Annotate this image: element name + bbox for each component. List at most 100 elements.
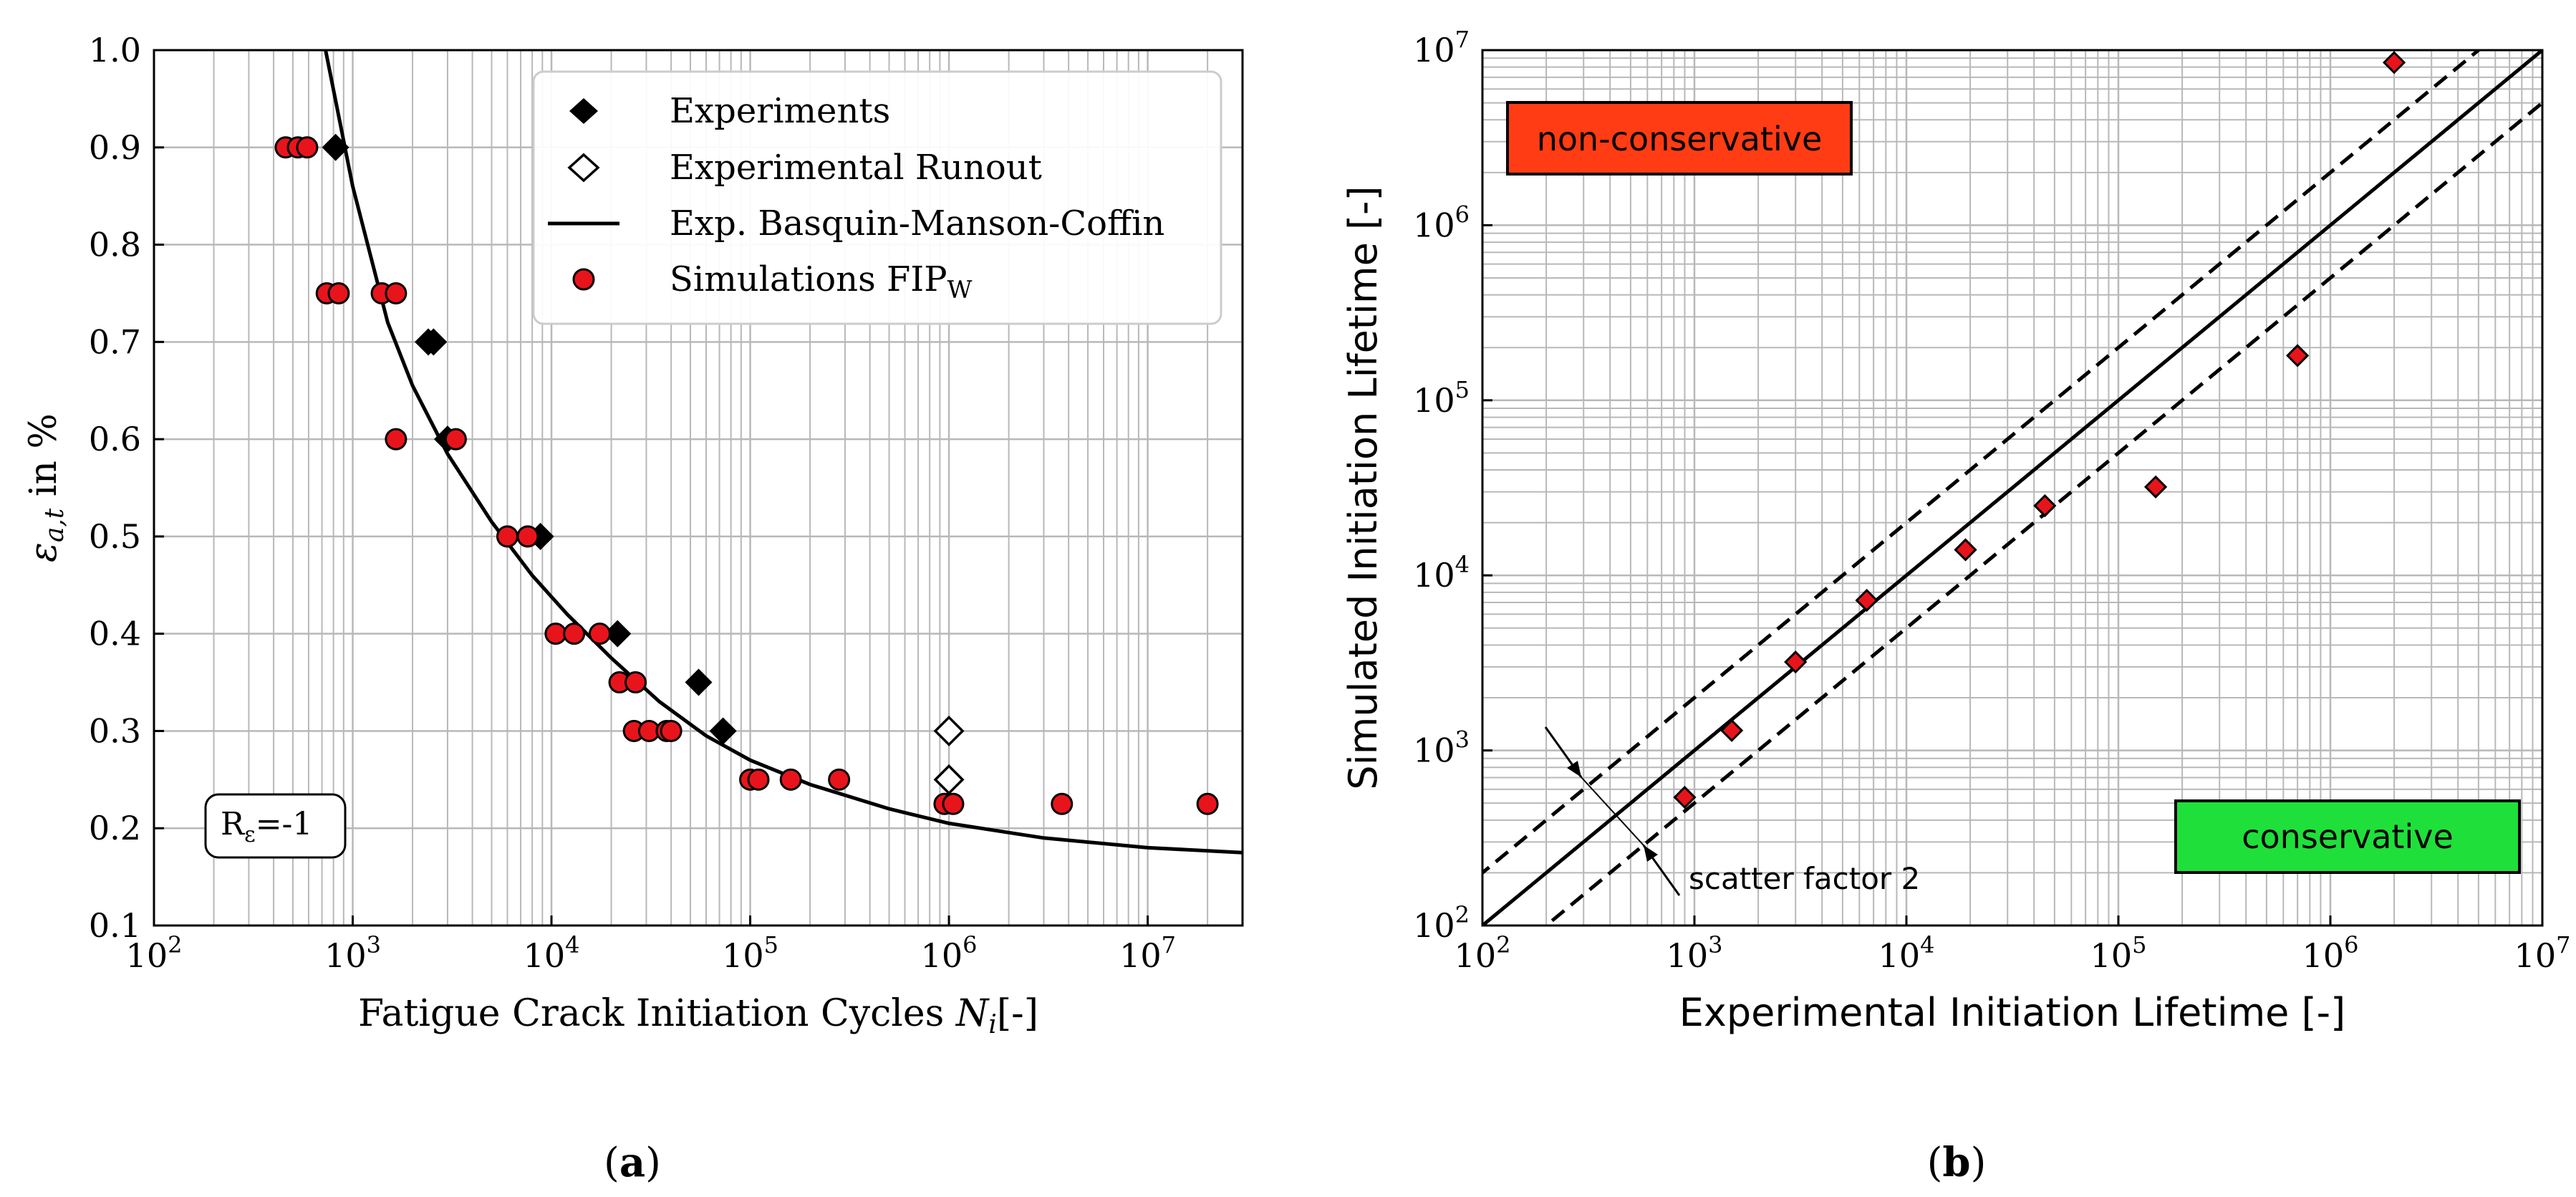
reference-line bbox=[1482, 50, 2481, 875]
y-tick-label: 0.1 bbox=[89, 906, 141, 945]
simulation-point bbox=[828, 768, 851, 791]
x-tick-label: 107 bbox=[2514, 931, 2571, 975]
lifetime-point bbox=[2382, 51, 2406, 74]
simulation-point bbox=[385, 282, 407, 304]
chart-a-frame bbox=[153, 49, 1244, 927]
r-annotation-box bbox=[204, 793, 347, 859]
simulation-point bbox=[1196, 792, 1219, 815]
chart-a-r-annotation: Rε=-1 bbox=[204, 793, 347, 859]
lifetime-point bbox=[2286, 344, 2310, 367]
simulation-point bbox=[1051, 792, 1074, 815]
chart-a-y-ticks: 0.1 0.2 0.3 0.4 0.5 0.6 0.7 0.8 0.9 1.0 bbox=[89, 31, 164, 945]
experiment-point bbox=[322, 133, 349, 161]
x-tick-label: 104 bbox=[1878, 931, 1935, 975]
lifetime-point bbox=[1719, 718, 1744, 742]
legend-marker-experiments bbox=[569, 98, 598, 124]
runout-point bbox=[933, 715, 965, 746]
simulation-point bbox=[779, 768, 802, 791]
y-tick-label: 104 bbox=[1413, 551, 1470, 595]
simulation-point bbox=[588, 622, 611, 645]
y-tick-label: 0.2 bbox=[89, 809, 141, 847]
scatter-arrow-upper-head bbox=[1567, 761, 1581, 777]
y-tick-label: 0.4 bbox=[89, 615, 141, 653]
lifetime-point bbox=[1784, 650, 1808, 674]
lifetime-point bbox=[2033, 494, 2057, 518]
x-tick-label: 103 bbox=[324, 931, 381, 975]
experiment-point bbox=[685, 668, 713, 696]
x-tick-label: 105 bbox=[2090, 931, 2147, 975]
simulation-point bbox=[385, 428, 407, 451]
x-tick-label: 107 bbox=[1119, 931, 1176, 975]
r-annotation-text: Rε=-1 bbox=[221, 806, 312, 847]
simulation-point bbox=[660, 719, 682, 742]
chart-a-x-label: Fatigue Crack Initiation Cycles Ni[-] bbox=[358, 992, 1038, 1039]
x-tick-label: 104 bbox=[524, 931, 580, 975]
chart-b-reference-lines bbox=[1482, 50, 2542, 926]
y-tick-label: 0.3 bbox=[89, 711, 141, 750]
chart-b-caption: (b) bbox=[1927, 1139, 1987, 1186]
chart-a-points bbox=[274, 133, 1219, 815]
y-tick-label: 106 bbox=[1413, 201, 1470, 244]
chart-b-frame bbox=[1481, 49, 2544, 927]
simulation-point bbox=[296, 136, 319, 159]
simulation-point bbox=[563, 622, 586, 645]
scatter-factor-annotation: scatter factor 2 bbox=[1544, 726, 1920, 896]
x-tick-label: 106 bbox=[921, 931, 978, 975]
y-tick-label: 102 bbox=[1413, 901, 1470, 945]
legend-label-runout: Experimental Runout bbox=[670, 148, 1042, 188]
lifetime-point bbox=[1855, 588, 1878, 612]
chart-a-caption: (a) bbox=[604, 1139, 661, 1186]
scatter-bracket bbox=[1581, 777, 1644, 846]
chart-b-x-label: Experimental Initiation Lifetime [-] bbox=[1679, 990, 2345, 1035]
simulation-point bbox=[496, 525, 518, 548]
y-tick-label: 0.8 bbox=[89, 226, 141, 264]
chart-b-points bbox=[1673, 51, 2406, 809]
reference-line bbox=[1543, 100, 2542, 926]
simulation-point bbox=[942, 792, 965, 815]
experiment-point bbox=[420, 328, 448, 356]
y-tick-label: 105 bbox=[1413, 376, 1470, 420]
simulation-point bbox=[327, 282, 350, 304]
legend-marker-simulations bbox=[572, 268, 595, 291]
simulation-point bbox=[516, 525, 539, 548]
legend-label-basquin: Exp. Basquin-Manson-Coffin bbox=[670, 203, 1164, 244]
lifetime-point bbox=[1954, 538, 1977, 562]
chart-b-y-ticks: 102 103 104 105 106 107 bbox=[1413, 26, 1492, 945]
simulation-point bbox=[624, 671, 647, 694]
conservative-label: conservative bbox=[2242, 817, 2454, 856]
x-tick-label: 103 bbox=[1666, 931, 1723, 975]
experiment-point bbox=[604, 620, 632, 648]
simulation-point bbox=[444, 428, 467, 451]
y-tick-label: 0.5 bbox=[89, 517, 141, 556]
conservative-box bbox=[2174, 799, 2521, 874]
chart-a-x-ticks: 102 103 104 105 106 107 bbox=[126, 915, 1176, 975]
non-conservative-label: non-conservative bbox=[1537, 120, 1823, 158]
y-tick-label: 107 bbox=[1413, 26, 1470, 69]
legend-label-experiments: Experiments bbox=[670, 91, 890, 131]
simulation-point bbox=[544, 622, 567, 645]
reference-line bbox=[1482, 50, 2542, 926]
non-conservative-box bbox=[1506, 101, 1853, 176]
lifetime-point bbox=[1673, 785, 1697, 809]
x-tick-label: 106 bbox=[2302, 931, 2359, 975]
y-tick-label: 0.7 bbox=[89, 322, 141, 361]
chart-b: non-conservative conservative scatter fa… bbox=[1341, 26, 2571, 1186]
y-tick-label: 0.9 bbox=[89, 128, 141, 167]
legend-label-simulations: Simulations FIPW bbox=[670, 259, 973, 304]
y-tick-label: 103 bbox=[1413, 726, 1470, 770]
legend-marker-runout bbox=[567, 153, 600, 183]
chart-a: 102 103 104 105 106 107 0.1 0.2 0.3 0.4 0.5 0.6 0.7… bbox=[22, 31, 1244, 1186]
chart-a-legend: Experiments Experimental Runout Exp. Bas… bbox=[532, 70, 1222, 325]
x-tick-label: 102 bbox=[126, 931, 183, 975]
y-tick-label: 1.0 bbox=[89, 31, 141, 69]
simulation-point bbox=[747, 768, 770, 791]
lifetime-point bbox=[2143, 475, 2168, 499]
chart-b-y-label: Simulated Initiation Lifetime [-] bbox=[1341, 186, 1386, 789]
scatter-arrow-lower-head bbox=[1644, 845, 1658, 862]
x-tick-label: 105 bbox=[722, 931, 778, 975]
scatter-factor-label: scatter factor 2 bbox=[1689, 861, 1920, 896]
x-tick-label: 102 bbox=[1455, 931, 1511, 975]
legend-box bbox=[532, 70, 1222, 325]
chart-b-x-ticks: 102 103 104 105 106 107 bbox=[1455, 915, 2571, 975]
